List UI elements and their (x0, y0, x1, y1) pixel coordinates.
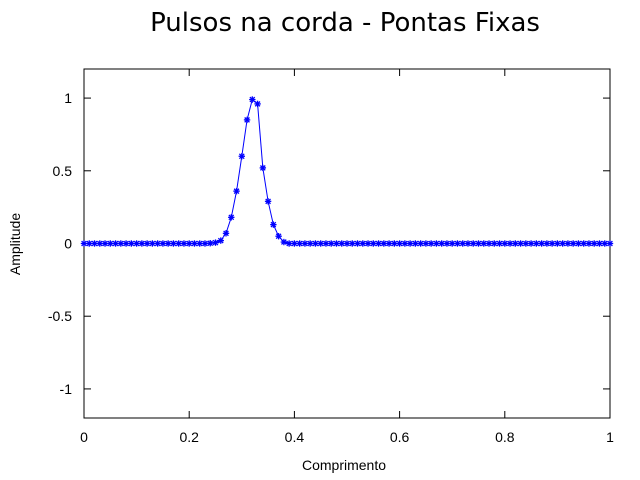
data-point (264, 198, 272, 205)
data-point (233, 187, 240, 195)
data-series (80, 96, 614, 247)
data-point (249, 96, 256, 103)
x-tick-label: 1 (606, 429, 614, 445)
x-axis-label: Comprimento (302, 457, 386, 473)
x-tick-label: 0 (80, 429, 88, 445)
data-point (427, 240, 435, 247)
data-point (417, 240, 424, 247)
data-point (596, 240, 603, 247)
data-point (548, 240, 556, 247)
data-point (317, 240, 324, 247)
data-point (107, 240, 114, 247)
data-point (559, 240, 566, 247)
data-point (333, 240, 340, 247)
data-point (243, 116, 251, 124)
data-point (312, 240, 319, 247)
data-point (606, 240, 614, 247)
data-point (275, 233, 282, 240)
y-tick-label: -0.5 (48, 308, 72, 324)
x-tick-label: 0.4 (285, 429, 305, 445)
x-tick-label: 0.8 (495, 429, 515, 445)
data-point (212, 239, 219, 246)
chart-title: Pulsos na corda - Pontas Fixas (150, 8, 540, 38)
data-point (343, 240, 351, 247)
data-point (270, 221, 277, 228)
data-point (464, 240, 472, 247)
series-line (84, 98, 610, 244)
data-point (564, 240, 572, 247)
data-point (306, 240, 314, 247)
data-point (238, 153, 245, 160)
x-tick-label: 0.2 (179, 429, 199, 445)
data-point (280, 238, 288, 246)
y-tick-label: 0.5 (53, 163, 73, 179)
data-point (354, 240, 361, 247)
data-point (254, 100, 261, 108)
data-point (375, 240, 382, 247)
data-point (154, 240, 161, 247)
data-point (475, 240, 482, 247)
data-point (96, 240, 103, 247)
data-point (228, 214, 235, 221)
data-point (512, 240, 519, 247)
y-tick-label: 0 (64, 236, 72, 252)
data-point (217, 237, 224, 244)
y-axis-label: Amplitude (7, 213, 23, 275)
y-tick-label: -1 (60, 381, 73, 397)
data-point (522, 240, 530, 247)
data-point (259, 164, 267, 172)
axis-ticks: 0 0.2 0.4 0.6 0.8 1 -1 -0.5 0 0.5 1 (48, 69, 614, 445)
data-point (396, 240, 403, 247)
data-point (222, 230, 230, 237)
data-point (149, 240, 156, 247)
data-point (585, 240, 593, 247)
data-point (443, 240, 451, 247)
x-tick-label: 0.6 (390, 429, 410, 445)
data-point (412, 240, 419, 247)
y-tick-label: 1 (64, 90, 72, 106)
